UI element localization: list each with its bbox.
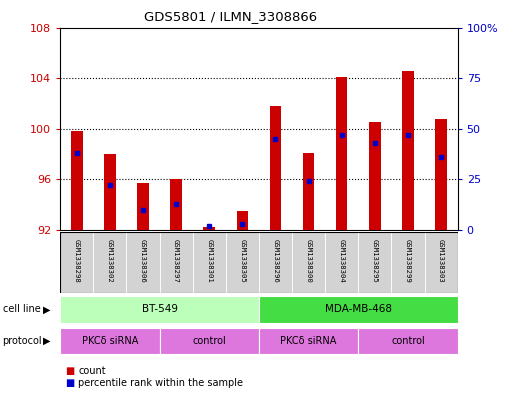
Text: protocol: protocol	[3, 336, 42, 346]
Bar	[358, 328, 458, 354]
Bar	[93, 232, 127, 293]
Text: GSM1338301: GSM1338301	[206, 239, 212, 283]
Bar	[60, 296, 259, 323]
Text: PKCδ siRNA: PKCδ siRNA	[82, 336, 138, 346]
Bar	[270, 106, 281, 230]
Text: ▶: ▶	[43, 336, 51, 346]
Text: GSM1338300: GSM1338300	[305, 239, 312, 283]
Bar	[259, 328, 358, 354]
Text: count: count	[78, 366, 106, 376]
Text: ■: ■	[65, 366, 75, 376]
Bar	[192, 232, 226, 293]
Text: GSM1338302: GSM1338302	[107, 239, 113, 283]
Text: cell line: cell line	[3, 305, 40, 314]
Bar	[292, 232, 325, 293]
Bar	[203, 228, 215, 230]
Text: GSM1338295: GSM1338295	[372, 239, 378, 283]
Bar	[358, 232, 391, 293]
Text: GSM1338304: GSM1338304	[339, 239, 345, 283]
Text: control: control	[192, 336, 226, 346]
Text: percentile rank within the sample: percentile rank within the sample	[78, 378, 243, 388]
Bar	[391, 232, 425, 293]
Bar	[160, 328, 259, 354]
Text: MDA-MB-468: MDA-MB-468	[325, 305, 392, 314]
Bar	[259, 232, 292, 293]
Bar	[226, 232, 259, 293]
Text: GSM1338296: GSM1338296	[272, 239, 278, 283]
Text: GSM1338299: GSM1338299	[405, 239, 411, 283]
Text: ▶: ▶	[43, 305, 51, 314]
Text: GSM1338297: GSM1338297	[173, 239, 179, 283]
Text: GSM1338303: GSM1338303	[438, 239, 444, 283]
Bar	[325, 232, 358, 293]
Bar	[336, 77, 347, 230]
Text: ■: ■	[65, 378, 75, 388]
Text: BT-549: BT-549	[142, 305, 177, 314]
Bar	[425, 232, 458, 293]
Bar	[402, 70, 414, 230]
Bar	[60, 328, 160, 354]
Text: GSM1338298: GSM1338298	[74, 239, 79, 283]
Text: GDS5801 / ILMN_3308866: GDS5801 / ILMN_3308866	[143, 10, 317, 23]
Bar	[303, 153, 314, 230]
Bar	[60, 232, 93, 293]
Text: GSM1338306: GSM1338306	[140, 239, 146, 283]
Bar	[236, 211, 248, 230]
Bar	[369, 122, 381, 230]
Bar	[104, 154, 116, 230]
Text: control: control	[391, 336, 425, 346]
Bar	[127, 232, 160, 293]
Bar	[435, 119, 447, 230]
Bar	[170, 179, 182, 230]
Text: GSM1338305: GSM1338305	[240, 239, 245, 283]
Bar	[259, 296, 458, 323]
Bar	[160, 232, 192, 293]
Bar	[71, 131, 83, 230]
Bar	[137, 183, 149, 230]
Text: PKCδ siRNA: PKCδ siRNA	[280, 336, 337, 346]
